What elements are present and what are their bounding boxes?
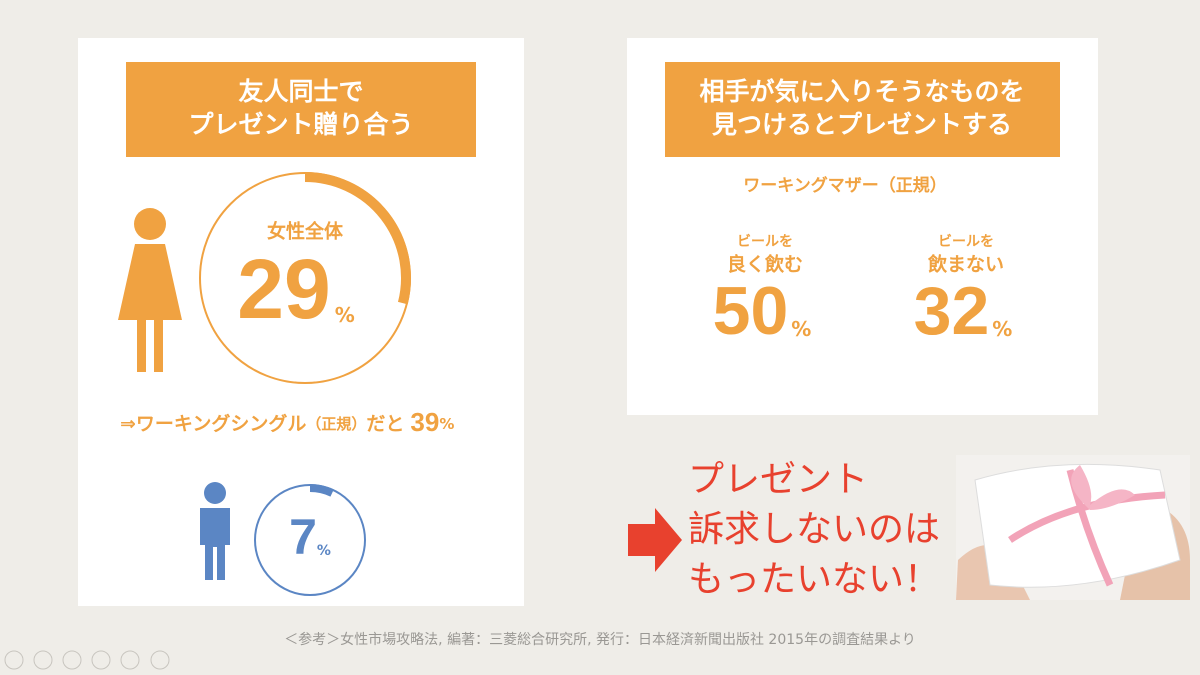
- toolbar[interactable]: [4, 650, 170, 670]
- ring-arc: [304, 172, 411, 305]
- right-header-box: [665, 62, 1060, 157]
- note: ⇒ワーキングシングル（正規）だと 39%: [120, 407, 454, 437]
- callout-line: 訴求しないのは: [688, 509, 940, 550]
- callout-line: もったいない！: [688, 559, 940, 600]
- arrow: [628, 508, 682, 572]
- ring-value: 29%: [237, 242, 354, 336]
- ring-value: 50%: [713, 273, 812, 349]
- callout-line: プレゼント: [688, 459, 868, 500]
- footer: ＜参考＞女性市場攻略法, 編著：三菱総合研究所, 発行：日本経済新聞出版社 20…: [284, 631, 916, 648]
- left-header-box: [126, 62, 476, 157]
- ring-label: ビールを: [938, 234, 994, 250]
- ring-value: 32%: [914, 273, 1013, 349]
- header-line: 見つけるとプレゼントする: [712, 110, 1012, 139]
- subtitle: ワーキングマザー（正規）: [743, 175, 947, 196]
- header-line: プレゼント贈り合う: [188, 110, 413, 139]
- woman-icon: [118, 208, 182, 372]
- ring-label: 女性全体: [267, 220, 344, 243]
- ring-label: 良く飲む: [727, 253, 803, 276]
- gift-photo: [956, 455, 1190, 600]
- ring-label: 飲まない: [927, 253, 1004, 276]
- ring-value: 7%: [289, 509, 331, 565]
- header-line: 相手が気に入りそうなものを: [699, 77, 1024, 106]
- header-line: 友人同士で: [238, 77, 363, 106]
- ring-arc: [309, 484, 334, 497]
- man-icon: [200, 482, 230, 580]
- ring-label: ビールを: [737, 234, 793, 250]
